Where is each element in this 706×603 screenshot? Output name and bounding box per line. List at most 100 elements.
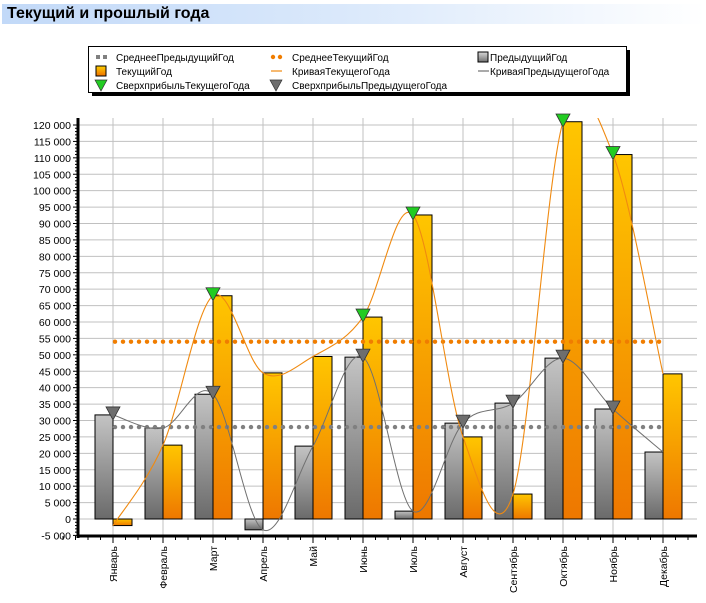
average-previous-dot <box>592 424 598 430</box>
y-tick-label: 65 000 <box>39 301 71 313</box>
average-previous-dot <box>176 424 182 430</box>
y-tick-label: 5 000 <box>45 498 71 510</box>
legend-item: СреднееПредыдущийГод <box>96 53 234 64</box>
average-current-dot <box>256 339 262 344</box>
average-current-dot <box>384 339 390 344</box>
bar-current-year <box>512 493 533 520</box>
marker-previous-overprofit <box>205 385 221 401</box>
marker-current-overprofit <box>405 206 421 221</box>
y-tick-label: 20 000 <box>39 448 71 460</box>
y-tick-label: 10 000 <box>39 481 71 493</box>
bar-current-year <box>412 214 433 520</box>
average-current-dot <box>296 339 302 344</box>
bar-current-year <box>362 316 383 520</box>
average-previous-dot <box>552 424 558 430</box>
average-previous-dot <box>232 424 238 430</box>
y-tick-label: -5 000 <box>41 530 71 542</box>
marker-current-overprofit <box>355 308 371 323</box>
average-previous-dot <box>480 424 486 430</box>
legend-label: КриваяТекущегоГода <box>292 67 390 78</box>
bar-current-year <box>562 121 583 520</box>
y-tick-label: 45 000 <box>39 366 71 378</box>
average-previous-dot <box>424 424 430 430</box>
average-previous-dot <box>496 424 502 430</box>
average-previous-dot <box>344 424 350 430</box>
average-current-dot <box>456 339 462 344</box>
average-previous-dot <box>608 424 614 430</box>
x-tick-label: Сентябрь <box>508 545 520 593</box>
x-tick-label: Октябрь <box>558 545 570 586</box>
x-tick-label: Июнь <box>358 545 370 572</box>
average-previous-dot <box>560 424 566 430</box>
average-previous-dot <box>432 424 438 430</box>
average-previous-dot <box>184 424 190 430</box>
average-current-dot <box>152 339 158 344</box>
average-previous-dot <box>528 424 534 430</box>
average-previous-dot <box>616 424 622 430</box>
average-previous-dot <box>192 424 198 430</box>
average-current-dot <box>400 339 406 344</box>
average-current-dot <box>368 339 374 344</box>
bar-previous-year <box>494 402 514 520</box>
average-previous-dot <box>264 424 270 430</box>
average-previous-dot <box>312 424 318 430</box>
legend-item: СверхприбыльТекущегоГода <box>94 79 250 92</box>
average-previous-dot <box>624 424 630 430</box>
legend-square-icon <box>95 65 107 77</box>
y-tick-label: 0 <box>65 514 71 526</box>
axes: -5 000 0 5 000 10 000 15 000 20 000 25 000 30 0… <box>33 118 697 593</box>
marker-previous-overprofit <box>105 406 121 421</box>
average-current-dot <box>288 339 294 344</box>
average-current-dot <box>424 339 430 344</box>
average-lines <box>112 339 662 430</box>
bar-current-year <box>212 295 233 520</box>
average-previous-dot <box>520 424 526 430</box>
average-previous-dot <box>248 424 254 430</box>
average-current-dot <box>176 339 182 344</box>
average-current-dot <box>392 339 398 344</box>
average-previous-dot <box>584 424 590 430</box>
average-current-dot <box>112 339 118 344</box>
average-previous-dot <box>576 424 582 430</box>
marker-current-overprofit <box>555 113 571 128</box>
average-current-dot <box>432 339 438 344</box>
y-tick-label: 40 000 <box>39 383 71 395</box>
bar-current-year <box>262 372 283 520</box>
x-tick-label: Апрель <box>258 545 270 581</box>
x-tick-label: Ноябрь <box>608 545 620 582</box>
average-previous-dot <box>440 424 446 430</box>
legend-item: ТекущийГод <box>95 65 172 78</box>
average-previous-dot <box>136 424 142 430</box>
bar-current-year <box>162 444 183 520</box>
average-current-dot <box>656 339 662 344</box>
average-current-dot <box>472 339 478 344</box>
average-current-dot <box>552 339 558 344</box>
average-previous-dot <box>600 424 606 430</box>
x-tick-label: Август <box>458 546 470 578</box>
average-current-dot <box>360 339 366 344</box>
average-current-dot <box>512 339 518 344</box>
bar-previous-year <box>644 451 664 520</box>
average-previous-dot <box>392 424 398 430</box>
x-tick-label: Март <box>208 546 220 571</box>
average-previous-dot <box>640 424 646 430</box>
average-previous-dot <box>328 424 334 430</box>
average-current-dot <box>304 339 310 344</box>
y-tick-label: 25 000 <box>39 432 71 444</box>
average-current-dot <box>624 339 630 344</box>
legend-item: КриваяТекущегоГода <box>271 67 390 78</box>
chart-title: Текущий и прошлый года <box>7 5 210 22</box>
bar-previous-year <box>294 445 314 520</box>
average-previous-dot <box>272 424 278 430</box>
average-current-dot <box>216 339 222 344</box>
y-tick-label: 70 000 <box>39 284 71 296</box>
average-previous-dot <box>416 424 422 430</box>
average-current-dot <box>560 339 566 344</box>
marker-previous-overprofit <box>505 394 521 409</box>
average-current-dot <box>536 339 542 344</box>
y-tick-label: 55 000 <box>39 333 71 345</box>
average-current-dot <box>136 339 142 344</box>
legend-label: ПредыдущийГод <box>490 53 567 64</box>
average-current-dot <box>576 339 582 344</box>
bar-previous-year <box>94 414 114 520</box>
